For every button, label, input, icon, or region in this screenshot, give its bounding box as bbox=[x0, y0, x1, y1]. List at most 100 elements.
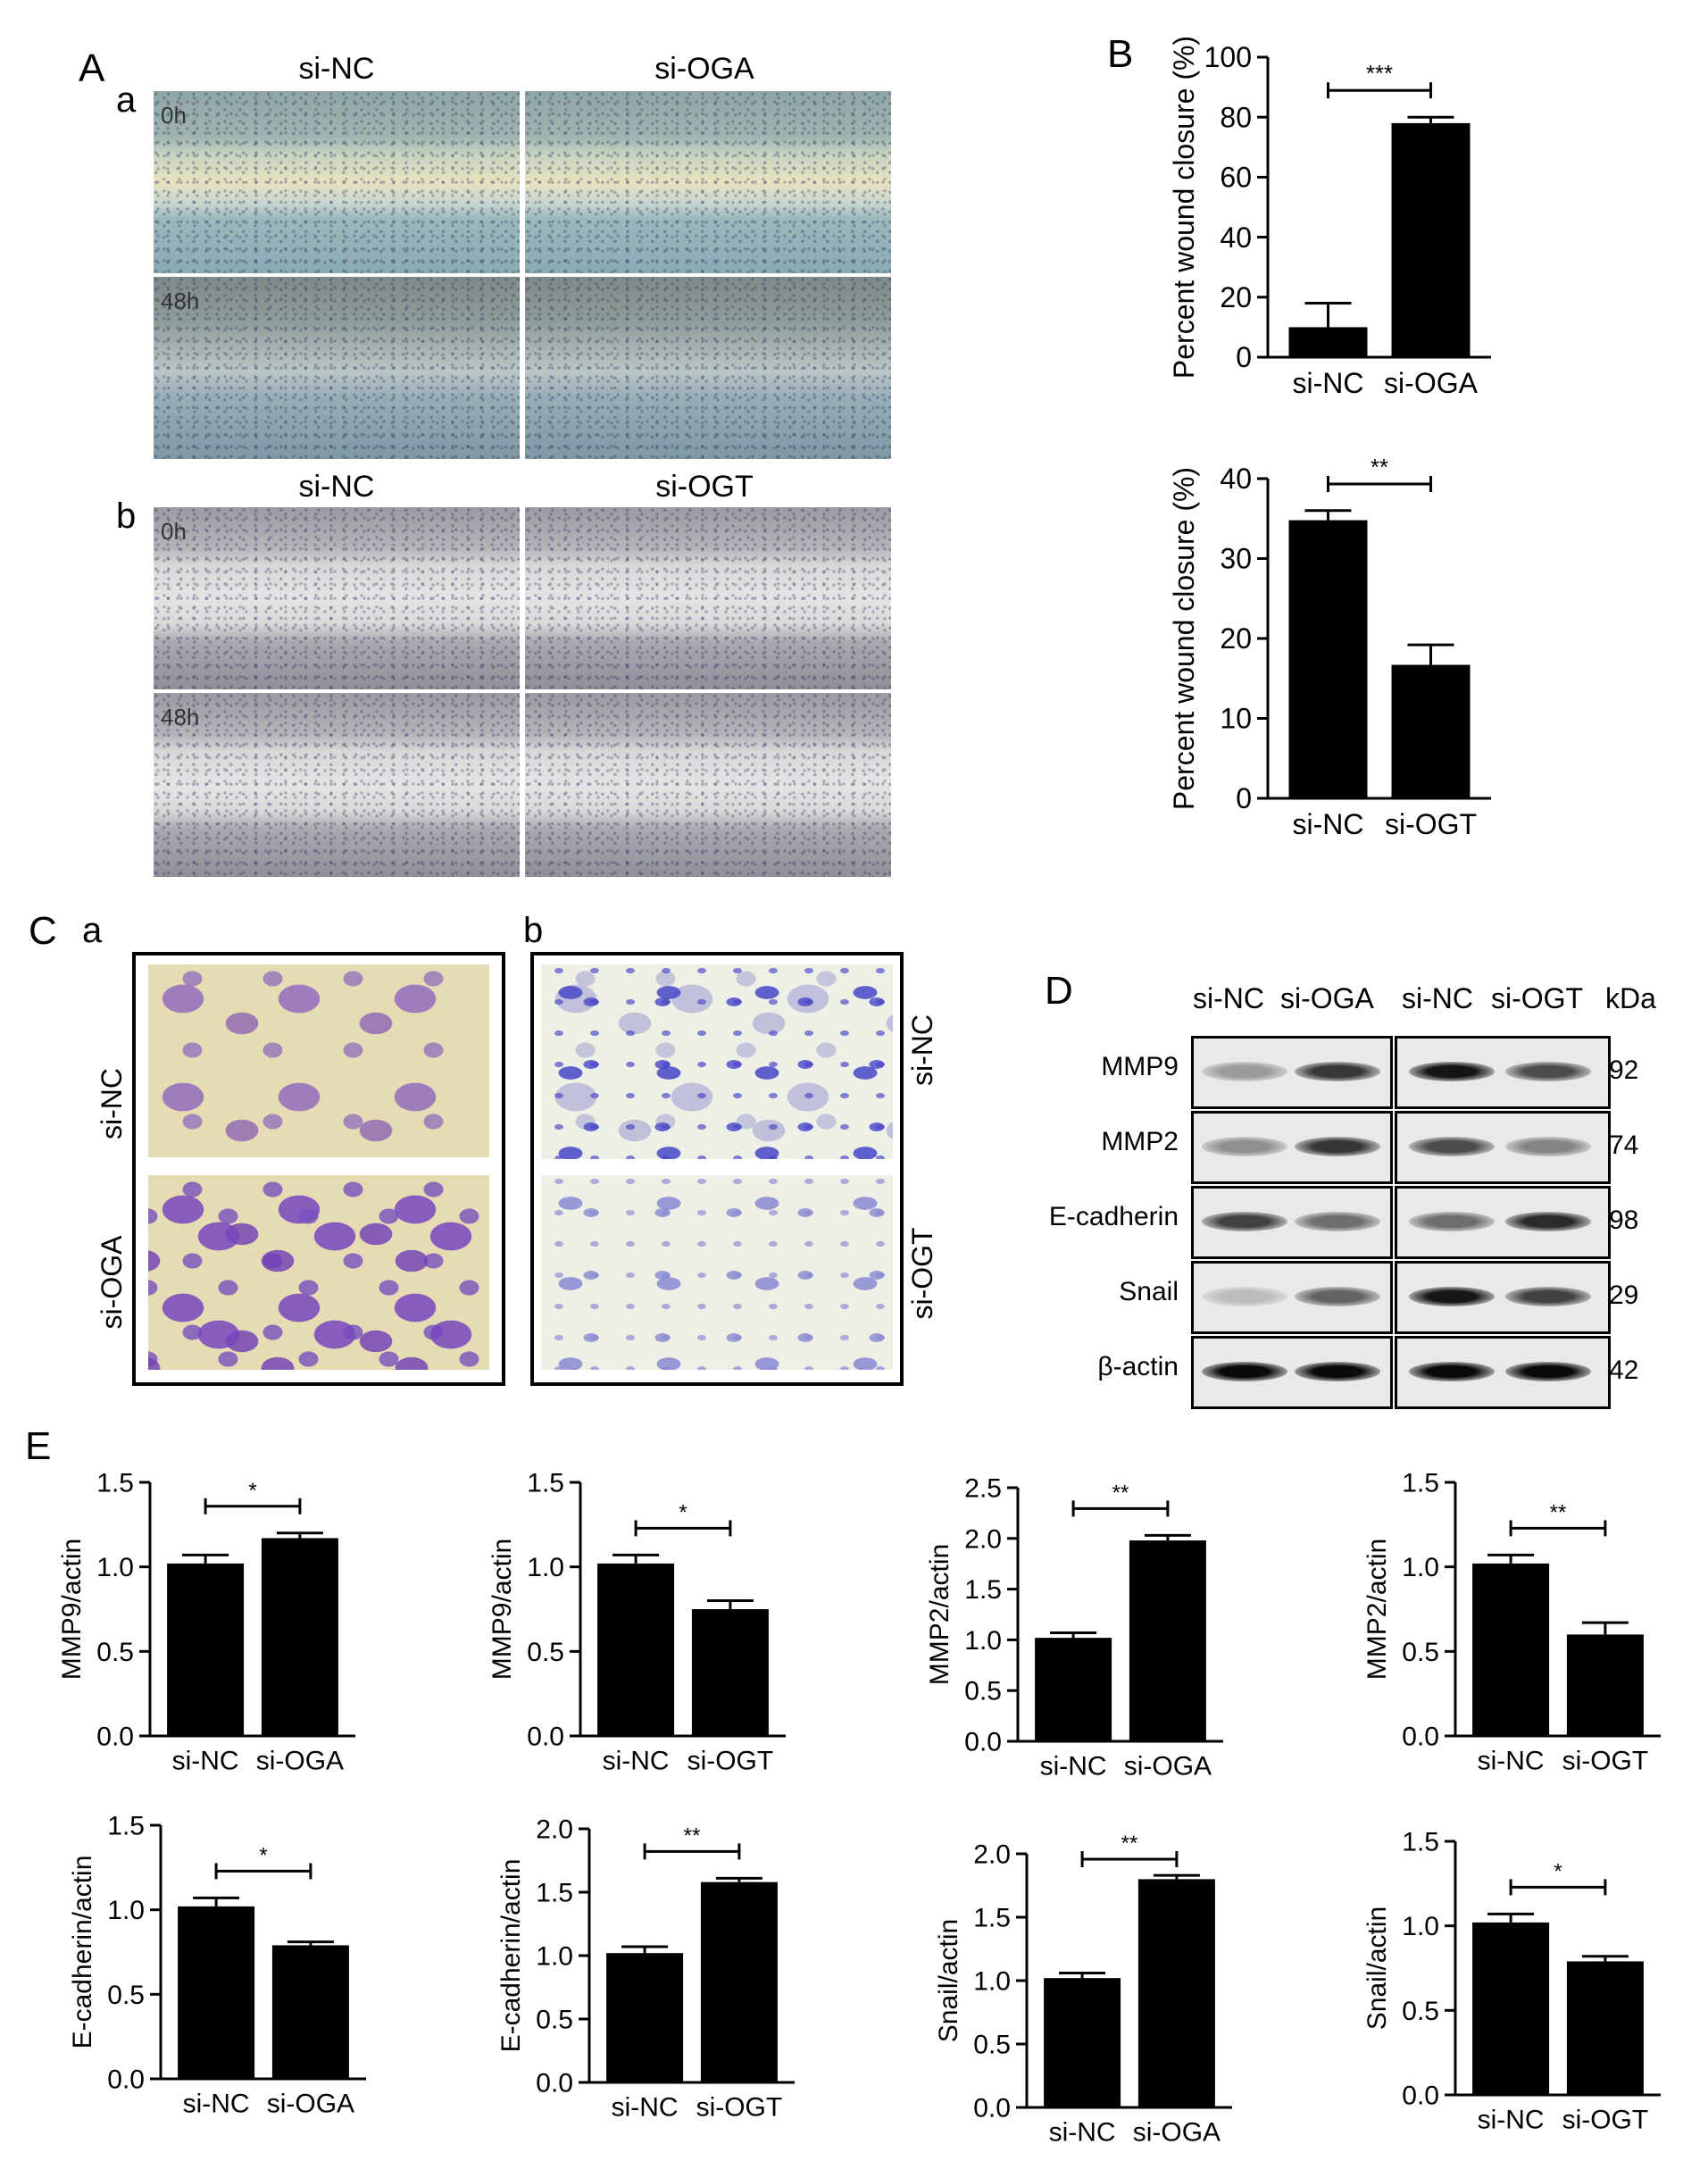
blot-band bbox=[1202, 1212, 1287, 1231]
bar bbox=[700, 1881, 778, 2082]
panel-label-d: D bbox=[1045, 969, 1073, 1013]
significance-stars: * bbox=[248, 1479, 256, 1503]
transwell-image-b-ogt bbox=[541, 1175, 893, 1370]
blot-kda-value: 29 bbox=[1609, 1281, 1639, 1310]
blot-box bbox=[1191, 1111, 1393, 1184]
bar bbox=[167, 1563, 245, 1736]
panel-a-a-col-1: si-NC bbox=[298, 52, 375, 86]
x-tick-label: si-NC bbox=[1478, 2106, 1545, 2135]
y-tick-label: 2.0 bbox=[973, 1840, 1011, 1870]
transwell-image-a-nc bbox=[148, 964, 489, 1157]
x-tick-label: si-NC bbox=[183, 2090, 250, 2119]
y-tick-label: 1.5 bbox=[96, 1469, 134, 1498]
wound-photo-b-nc-0h: 0h bbox=[154, 507, 520, 689]
panel-c-sub-b: b bbox=[523, 911, 544, 950]
blot-band bbox=[1202, 1062, 1287, 1081]
blot-band bbox=[1409, 1062, 1495, 1081]
y-tick-label: 0.5 bbox=[973, 2031, 1011, 2060]
y-tick-label: 0.0 bbox=[1402, 2082, 1439, 2111]
time-label: 48h bbox=[161, 704, 200, 730]
blot-kda-value: 74 bbox=[1609, 1131, 1639, 1160]
blot-protein-label: E-cadherin bbox=[1048, 1202, 1179, 1231]
y-axis-label: E-cadherin/actin bbox=[68, 1856, 97, 2049]
x-tick-label: si-NC bbox=[1040, 1752, 1107, 1781]
y-tick-label: 0.0 bbox=[96, 1723, 134, 1752]
blot-box bbox=[1395, 1186, 1611, 1259]
x-tick-label: si-NC bbox=[1293, 367, 1364, 399]
blot-box bbox=[1395, 1336, 1611, 1409]
y-tick-label: 60 bbox=[1220, 162, 1252, 194]
bar bbox=[1472, 1563, 1550, 1736]
y-tick-label: 0.5 bbox=[107, 1981, 145, 2010]
blot-box bbox=[1191, 1336, 1393, 1409]
y-tick-label: 1.5 bbox=[1402, 1828, 1439, 1857]
significance-stars: ** bbox=[1121, 1831, 1138, 1856]
blot-box bbox=[1191, 1036, 1393, 1109]
y-tick-label: 1.5 bbox=[536, 1879, 573, 1908]
bar bbox=[1288, 327, 1368, 357]
transwell-a-row-labels: si-NC si-OGA bbox=[96, 1068, 128, 1330]
wound-photo-a-nc-0h: 0h bbox=[154, 91, 520, 273]
significance-stars: ** bbox=[684, 1823, 701, 1848]
transwell-b-label-nc: si-NC bbox=[906, 1014, 938, 1086]
y-tick-label: 20 bbox=[1220, 622, 1252, 655]
y-tick-label: 0 bbox=[1236, 341, 1252, 373]
x-tick-label: si-NC bbox=[612, 2093, 679, 2123]
y-tick-label: 0.0 bbox=[964, 1728, 1002, 1757]
transwell-b-row-labels: si-NC si-OGT bbox=[906, 1014, 938, 1320]
x-tick-label: si-NC bbox=[1049, 2118, 1116, 2148]
transwell-image-b-nc bbox=[541, 964, 893, 1159]
bar bbox=[271, 1945, 349, 2079]
transwell-b-label-ogt: si-OGT bbox=[906, 1227, 938, 1319]
lane-label-3: si-NC bbox=[1402, 982, 1473, 1014]
y-tick-label: 1.0 bbox=[1402, 1553, 1439, 1582]
y-axis-label: Snail/actin bbox=[934, 1919, 963, 2042]
significance-stars: ** bbox=[1550, 1500, 1567, 1524]
y-tick-label: 0.5 bbox=[527, 1638, 564, 1667]
y-tick-label: 0.0 bbox=[536, 2069, 573, 2098]
x-tick-label: si-NC bbox=[172, 1747, 239, 1776]
y-tick-label: 2.0 bbox=[536, 1815, 573, 1845]
significance-stars: * bbox=[679, 1500, 687, 1524]
transwell-frame-b bbox=[530, 952, 904, 1386]
panel-a-sub-a: a bbox=[116, 80, 137, 120]
x-tick-label: si-NC bbox=[1293, 808, 1364, 840]
panel-label-a: A bbox=[79, 46, 105, 90]
bar bbox=[691, 1609, 769, 1736]
x-tick-label: si-OGA bbox=[1384, 367, 1479, 399]
y-tick-label: 1.0 bbox=[527, 1553, 564, 1582]
blot-band bbox=[1202, 1137, 1287, 1156]
x-tick-label: si-OGA bbox=[1124, 1752, 1212, 1781]
blot-kda-value: 98 bbox=[1609, 1206, 1639, 1235]
bar bbox=[178, 1906, 255, 2079]
significance-stars: ** bbox=[1112, 1481, 1129, 1505]
transwell-a-label-oga: si-OGA bbox=[96, 1235, 128, 1330]
blot-band bbox=[1295, 1062, 1380, 1081]
y-axis-label: MMP2/actin bbox=[1362, 1539, 1392, 1680]
y-tick-label: 0.0 bbox=[1402, 1723, 1439, 1752]
blot-protein-label: β-actin bbox=[1097, 1352, 1179, 1381]
blot-band bbox=[1202, 1287, 1287, 1306]
significance-stars: * bbox=[1554, 1859, 1562, 1883]
y-tick-label: 1.0 bbox=[536, 1942, 573, 1972]
blot-protein-label: MMP2 bbox=[1101, 1127, 1179, 1156]
x-tick-label: si-NC bbox=[603, 1747, 670, 1776]
bar bbox=[597, 1563, 675, 1736]
y-tick-label: 0.5 bbox=[536, 2006, 573, 2035]
blot-band bbox=[1202, 1362, 1287, 1381]
y-tick-label: 0.5 bbox=[1402, 1638, 1439, 1667]
y-tick-label: 2.5 bbox=[964, 1474, 1002, 1504]
bar bbox=[1391, 664, 1471, 798]
blot-band bbox=[1505, 1362, 1591, 1381]
y-tick-label: 1.0 bbox=[107, 1896, 145, 1925]
x-tick-label: si-OGA bbox=[256, 1747, 344, 1776]
panel-label-c: C bbox=[29, 909, 57, 953]
wound-photo-a-oga-48h bbox=[525, 277, 891, 459]
y-tick-label: 1.5 bbox=[107, 1812, 145, 1841]
y-tick-label: 20 bbox=[1220, 281, 1252, 313]
significance-stars: ** bbox=[1371, 455, 1388, 480]
panel-a-b-col-1: si-NC bbox=[298, 470, 375, 504]
wound-photo-b-ogt-0h bbox=[525, 507, 891, 689]
y-axis-label: Snail/actin bbox=[1362, 1907, 1392, 2030]
blot-band bbox=[1295, 1287, 1380, 1306]
